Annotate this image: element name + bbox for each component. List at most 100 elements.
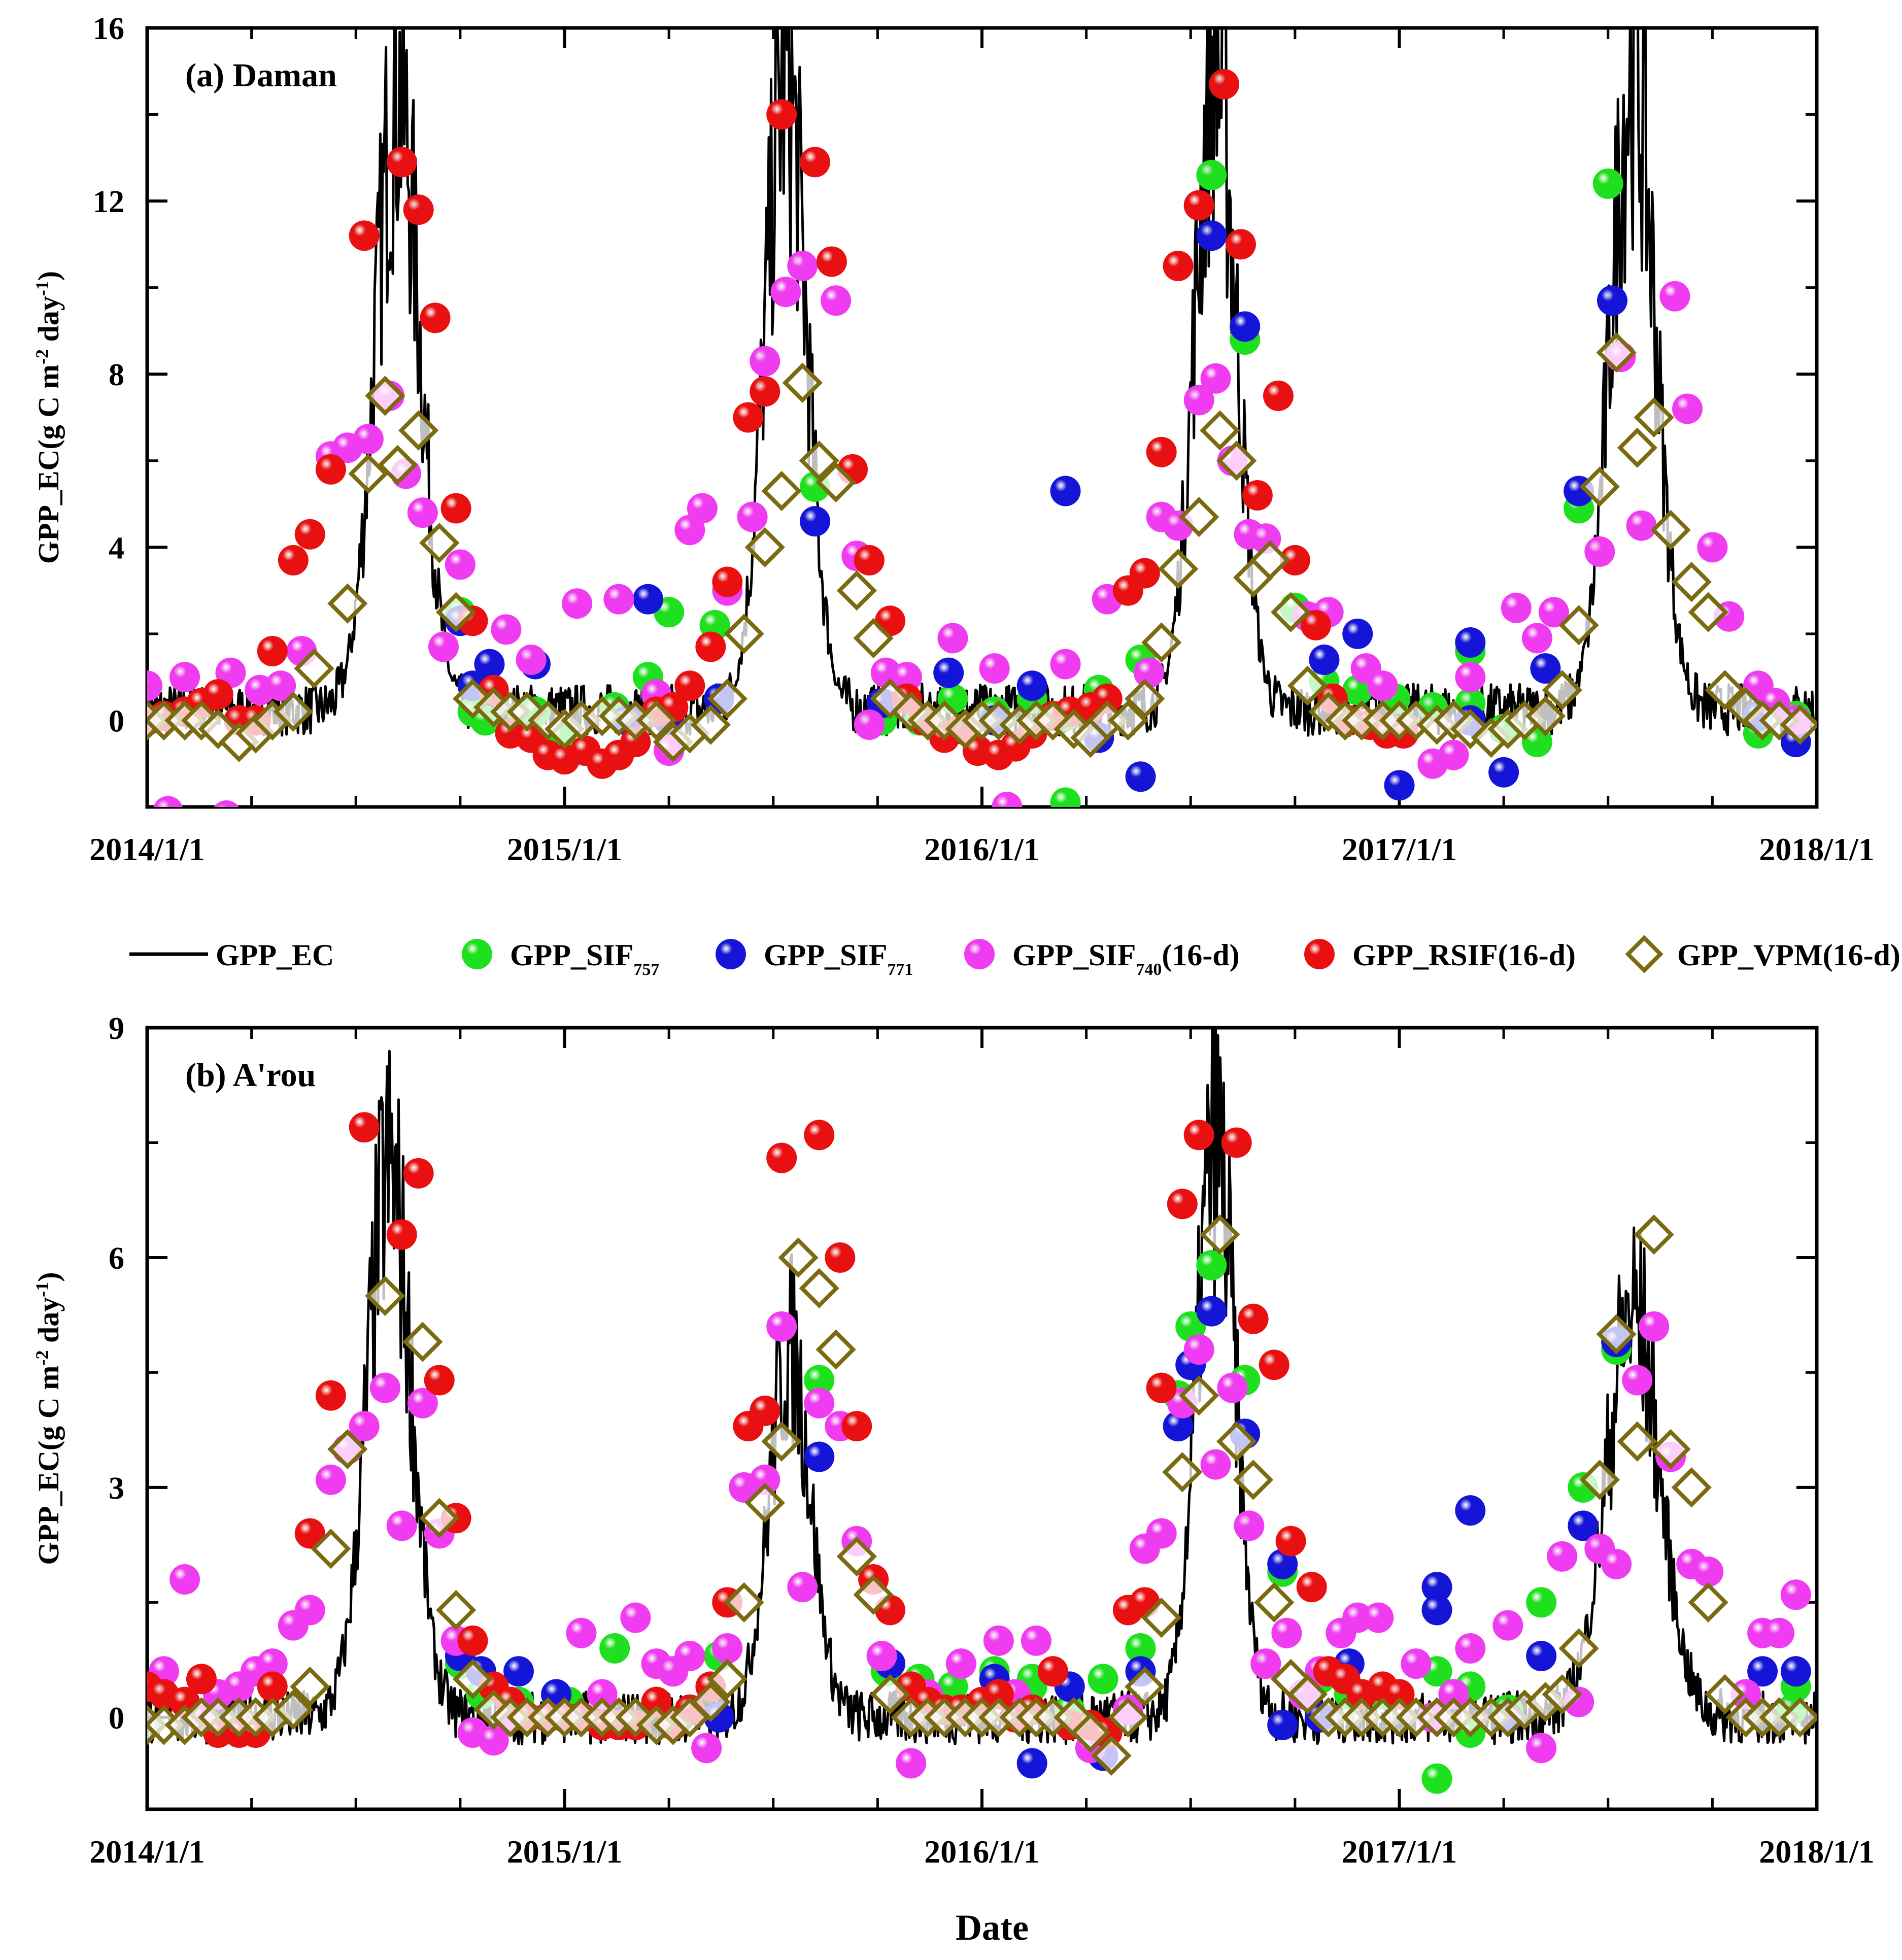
- data-point-rsif: [315, 1380, 346, 1411]
- data-point-sif740: [1639, 1311, 1670, 1342]
- data-point-sif740: [1693, 1556, 1724, 1587]
- data-point-sif740: [937, 623, 968, 654]
- data-point-sif740: [945, 1648, 976, 1679]
- data-point-vpm: [1162, 1452, 1203, 1493]
- data-point-sif740: [691, 1733, 722, 1764]
- data-point-sif740: [1438, 1679, 1469, 1710]
- data-point-rsif: [1259, 1349, 1289, 1380]
- data-point-sif740: [353, 424, 384, 455]
- data-point-vpm: [1725, 687, 1766, 728]
- data-point-vpm: [782, 362, 823, 403]
- data-point-vpm: [1780, 704, 1817, 745]
- series-vpm: [147, 1214, 1817, 1776]
- data-point-rsif: [841, 1411, 872, 1442]
- data-point-sif771: [503, 1656, 534, 1687]
- data-point-vpm: [1091, 1735, 1132, 1776]
- data-point-sif740: [1134, 657, 1164, 688]
- data-point-sif771: [1421, 1572, 1452, 1603]
- data-point-vpm: [724, 614, 764, 654]
- data-point-rsif: [349, 1112, 380, 1143]
- data-point-sif771: [1568, 1510, 1599, 1541]
- data-point-rsif: [766, 1142, 797, 1173]
- data-point-sif740: [257, 1648, 288, 1679]
- data-point-vpm: [1070, 1712, 1111, 1753]
- data-point-vpm: [435, 1590, 477, 1631]
- data-point-rsif: [750, 376, 780, 407]
- data-point-rsif: [424, 1365, 455, 1396]
- data-point-vpm: [836, 570, 877, 611]
- data-point-rsif: [1183, 1120, 1214, 1151]
- data-point-rsif: [674, 670, 705, 701]
- data-point-sif740: [407, 497, 438, 528]
- data-point-vpm: [1200, 1214, 1240, 1255]
- data-point-sif740: [1146, 1518, 1177, 1549]
- data-point-rsif: [1146, 1372, 1177, 1403]
- data-point-vpm: [1125, 1666, 1165, 1707]
- data-point-sif740: [992, 792, 1023, 807]
- data-point-vpm: [273, 1689, 314, 1730]
- data-point-sif740: [386, 1510, 417, 1541]
- data-point-rsif: [620, 727, 651, 758]
- data-point-sif740: [1234, 1510, 1265, 1541]
- data-point-sif740: [1492, 1610, 1523, 1641]
- data-point-sif740: [1538, 597, 1569, 628]
- data-point-vpm: [1233, 1460, 1274, 1500]
- data-point-rsif: [1296, 1572, 1327, 1603]
- data-point-sif771: [1780, 1656, 1811, 1687]
- data-point-vpm: [398, 410, 439, 451]
- data-point-sif771: [804, 1441, 835, 1472]
- data-point-sif740: [428, 631, 459, 662]
- data-point-sif740: [1455, 1633, 1486, 1664]
- data-point-vpm: [1688, 592, 1728, 632]
- panel-label: (b) A'rou: [185, 1057, 316, 1094]
- data-point-vpm: [778, 1237, 819, 1278]
- data-point-rsif: [440, 493, 471, 524]
- data-point-rsif: [1167, 1189, 1198, 1220]
- data-point-rsif: [641, 1686, 672, 1717]
- data-point-vpm: [435, 592, 477, 632]
- data-point-sif740: [265, 670, 296, 701]
- x-tick-label: 2017/1/1: [1342, 1834, 1457, 1870]
- data-point-vpm: [1108, 700, 1148, 741]
- data-point-vpm: [365, 1275, 405, 1316]
- data-point-sif740: [603, 584, 634, 615]
- data-point-vpm: [744, 1482, 785, 1523]
- legend-label: GPP_SIF740(16-d): [1012, 938, 1240, 979]
- data-point-vpm: [799, 441, 839, 481]
- data-point-rsif: [403, 194, 434, 225]
- data-point-sif740: [1672, 393, 1703, 424]
- y-tick-label: 4: [109, 531, 124, 565]
- data-point-sif740: [891, 662, 922, 693]
- data-point-sif757: [1175, 1311, 1206, 1342]
- data-point-sif740: [516, 645, 547, 675]
- data-point-vpm: [290, 1666, 330, 1707]
- data-point-rsif: [1163, 251, 1194, 282]
- data-point-sif740: [1780, 1579, 1811, 1610]
- data-point-vpm: [799, 1268, 839, 1308]
- data-point-vpm: [690, 1681, 731, 1722]
- data-point-vpm: [452, 679, 493, 719]
- legend-item-gpp_ec: GPP_EC: [129, 938, 334, 972]
- data-point-sif740: [1584, 536, 1615, 567]
- data-point-vpm: [452, 1659, 493, 1699]
- data-point-sif771: [1050, 476, 1081, 506]
- data-point-rsif: [712, 566, 743, 597]
- panel-a-daman: 0 4 8 12 16 2014/1/1 2015/1/1 2016/1/1 2017/1/1 2…: [32, 12, 1875, 867]
- y-tick-label: 16: [93, 12, 124, 46]
- legend-item-rsif: GPP_RSIF(16-d): [1304, 938, 1576, 972]
- y-tick-label: 3: [109, 1471, 124, 1506]
- data-point-sif740: [1601, 1548, 1632, 1579]
- data-point-sif740: [562, 588, 593, 619]
- data-point-rsif: [816, 246, 847, 277]
- data-point-sif771: [1455, 627, 1486, 658]
- data-point-vpm: [1287, 1674, 1328, 1715]
- data-point-rsif: [1263, 380, 1294, 411]
- plot-area: [147, 1028, 1817, 1794]
- data-point-rsif: [1221, 1127, 1252, 1158]
- data-point-sif757: [937, 1671, 968, 1702]
- data-point-vpm: [419, 1498, 460, 1538]
- data-point-sif757: [1421, 1763, 1452, 1794]
- x-tick-label: 2017/1/1: [1342, 831, 1457, 867]
- data-point-vpm: [1558, 605, 1599, 646]
- data-point-sif740: [804, 1388, 835, 1418]
